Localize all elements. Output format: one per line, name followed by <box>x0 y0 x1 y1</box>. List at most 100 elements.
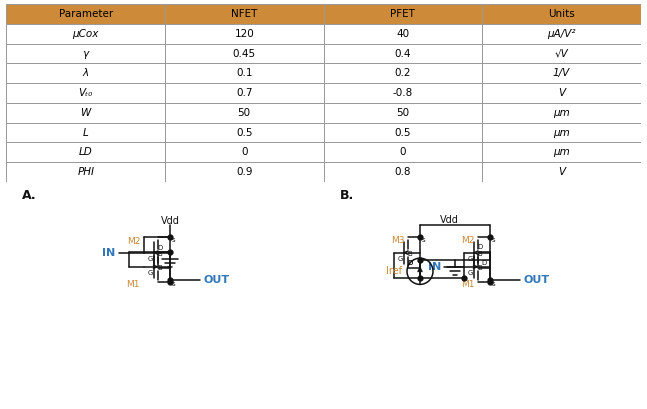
Text: 0.2: 0.2 <box>395 68 411 78</box>
Bar <box>324 162 482 182</box>
Bar <box>165 123 324 142</box>
Bar <box>482 103 641 123</box>
Text: B: B <box>477 251 483 256</box>
Text: IN: IN <box>102 247 115 258</box>
Bar <box>165 4 324 24</box>
Text: G: G <box>148 256 153 262</box>
Text: Vₜ₀: Vₜ₀ <box>78 88 93 98</box>
Text: OUT: OUT <box>524 275 550 285</box>
Bar <box>324 103 482 123</box>
Text: 50: 50 <box>396 108 410 118</box>
Text: Iref: Iref <box>386 266 402 276</box>
Bar <box>324 24 482 44</box>
Text: D: D <box>157 245 162 251</box>
Text: γ: γ <box>83 49 89 58</box>
Text: B: B <box>158 251 162 256</box>
Text: V: V <box>558 167 565 177</box>
Bar <box>165 162 324 182</box>
Text: W: W <box>81 108 91 118</box>
Text: μCox: μCox <box>72 29 99 39</box>
Text: Units: Units <box>548 9 575 19</box>
Text: s: s <box>172 236 175 243</box>
Text: μA/V²: μA/V² <box>547 29 576 39</box>
Text: 0: 0 <box>241 147 248 157</box>
Text: IN: IN <box>428 262 441 272</box>
Text: μm: μm <box>553 147 569 157</box>
Text: OUT: OUT <box>204 275 230 285</box>
Text: 0.4: 0.4 <box>395 49 411 58</box>
Bar <box>324 123 482 142</box>
Text: 1/V: 1/V <box>553 68 570 78</box>
Text: 0.8: 0.8 <box>395 167 411 177</box>
Text: NFET: NFET <box>231 9 258 19</box>
Text: M2: M2 <box>461 236 475 245</box>
Bar <box>165 44 324 63</box>
Text: LD: LD <box>79 147 93 157</box>
Bar <box>165 142 324 162</box>
Bar <box>165 83 324 103</box>
Text: Vdd: Vdd <box>160 216 179 226</box>
Text: B: B <box>408 251 412 256</box>
Text: L: L <box>83 128 89 137</box>
Bar <box>6 44 165 63</box>
Bar <box>6 103 165 123</box>
Bar <box>165 24 324 44</box>
Bar <box>482 44 641 63</box>
Bar <box>324 83 482 103</box>
Text: G: G <box>467 270 473 276</box>
Text: PHI: PHI <box>77 167 94 177</box>
Text: s: s <box>422 236 426 243</box>
Text: 0.5: 0.5 <box>395 128 411 137</box>
Bar <box>482 83 641 103</box>
Text: B: B <box>477 265 483 271</box>
Text: μm: μm <box>553 128 569 137</box>
Text: D: D <box>408 260 413 266</box>
Bar <box>6 24 165 44</box>
Text: M3: M3 <box>391 236 405 245</box>
Bar <box>6 63 165 83</box>
Bar <box>165 103 324 123</box>
Bar <box>482 142 641 162</box>
Bar <box>482 63 641 83</box>
Text: 120: 120 <box>234 29 254 39</box>
Text: M1: M1 <box>127 281 140 290</box>
Text: 0.9: 0.9 <box>236 167 252 177</box>
Text: λ: λ <box>83 68 89 78</box>
Bar <box>324 63 482 83</box>
Text: s: s <box>492 236 496 243</box>
Text: 0.7: 0.7 <box>236 88 252 98</box>
Text: V: V <box>558 88 565 98</box>
Text: s: s <box>492 281 496 287</box>
Bar <box>482 4 641 24</box>
Text: G: G <box>148 270 153 276</box>
Bar <box>482 162 641 182</box>
Text: 0.5: 0.5 <box>236 128 252 137</box>
Bar <box>324 142 482 162</box>
Bar <box>324 4 482 24</box>
Text: G: G <box>397 256 402 262</box>
Text: D: D <box>477 244 483 249</box>
Text: 0: 0 <box>399 147 406 157</box>
Bar <box>6 162 165 182</box>
Text: M1: M1 <box>461 281 475 290</box>
Text: D: D <box>408 260 413 266</box>
Text: Vdd: Vdd <box>440 216 459 225</box>
Text: s: s <box>172 281 175 287</box>
Bar <box>6 123 165 142</box>
Text: 0.45: 0.45 <box>233 49 256 58</box>
Text: Parameter: Parameter <box>59 9 113 19</box>
Text: PFET: PFET <box>390 9 415 19</box>
Text: 50: 50 <box>237 108 251 118</box>
Bar <box>324 44 482 63</box>
Bar <box>6 4 165 24</box>
Bar <box>6 142 165 162</box>
Text: √V: √V <box>554 49 568 58</box>
Text: B: B <box>158 265 162 271</box>
Bar <box>6 83 165 103</box>
Bar <box>482 24 641 44</box>
Text: μm: μm <box>553 108 569 118</box>
Text: M2: M2 <box>127 237 140 246</box>
Text: A.: A. <box>22 189 37 202</box>
Text: D: D <box>481 260 487 266</box>
Text: G: G <box>467 256 473 262</box>
